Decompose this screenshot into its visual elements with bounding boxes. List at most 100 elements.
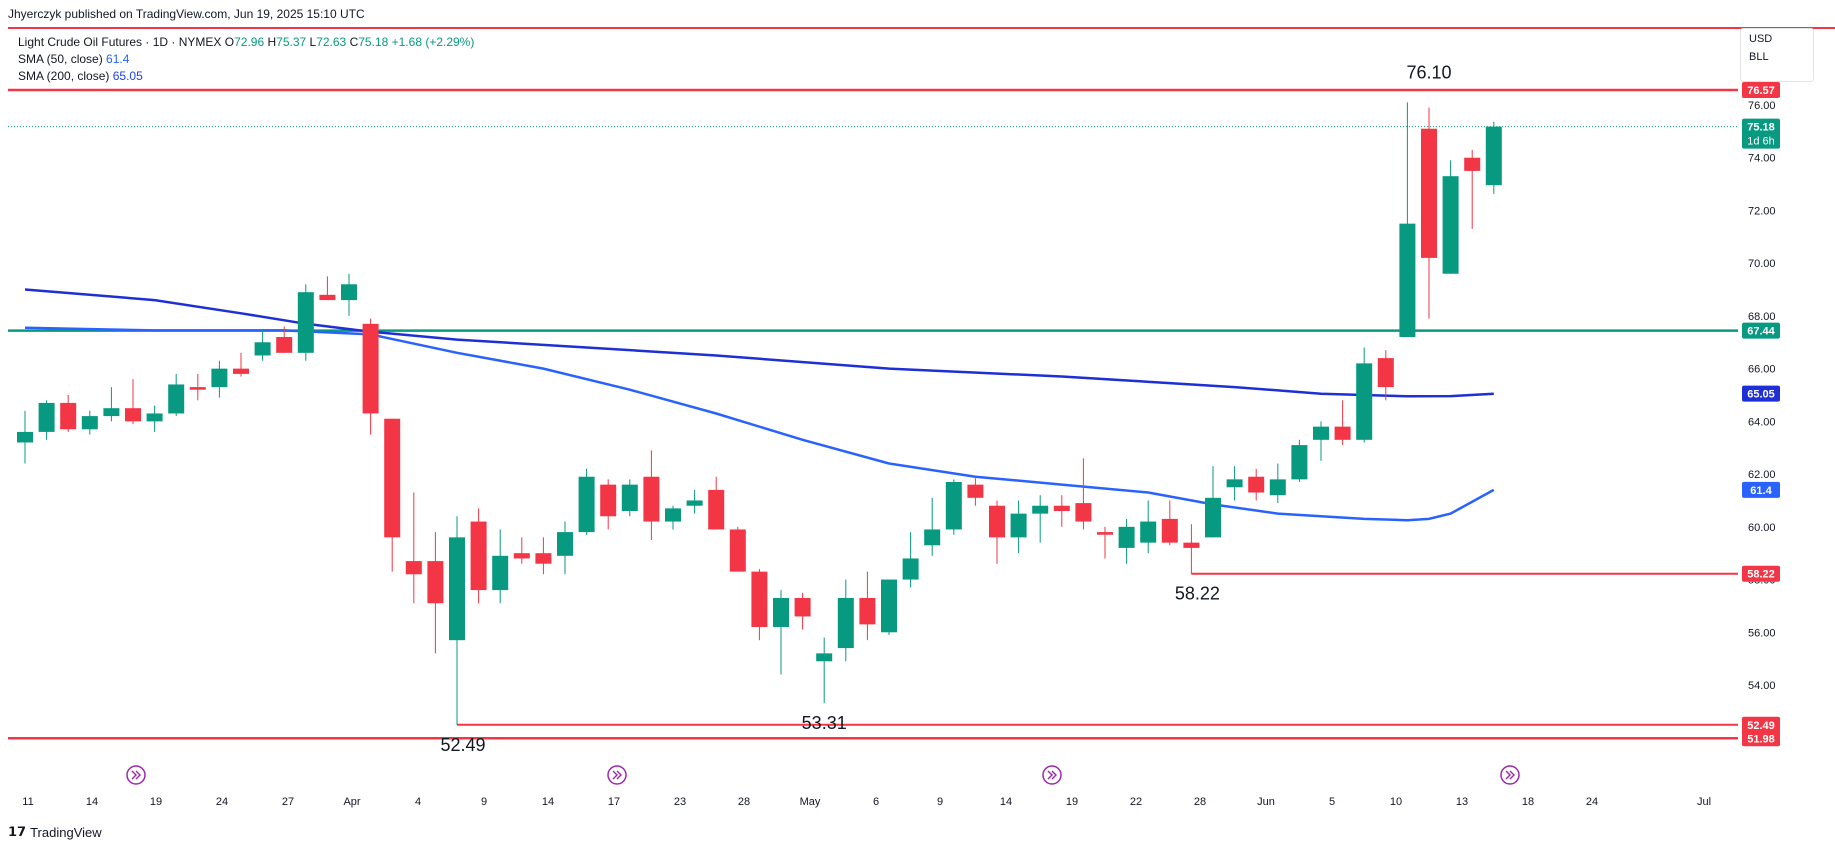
symbol-row[interactable]: Light Crude Oil Futures · 1D · NYMEX O72… <box>18 34 474 51</box>
event-marker-arrow <box>1047 770 1057 780</box>
candle-body <box>1183 542 1200 548</box>
candle <box>189 373 206 401</box>
candle <box>1183 524 1200 574</box>
candle-body <box>1075 503 1092 522</box>
candle <box>103 387 120 422</box>
candle <box>60 395 77 432</box>
event-marker-arrow <box>1505 770 1515 780</box>
currency-unit-box[interactable]: USD BLL <box>1740 28 1814 82</box>
x-tick-label: 24 <box>1586 796 1598 808</box>
candle <box>319 276 336 301</box>
x-tick-label: 23 <box>674 796 686 808</box>
currency-label: USD <box>1749 33 1773 45</box>
candle <box>1205 466 1221 538</box>
candle-body <box>794 598 811 617</box>
candle-body <box>341 284 357 301</box>
candle <box>967 476 984 506</box>
x-tick-label: 13 <box>1456 796 1468 808</box>
candle-body <box>384 418 401 538</box>
candle <box>168 373 185 417</box>
candle-body <box>189 387 206 390</box>
price-annotation: 53.31 <box>802 713 847 733</box>
x-tick-label: 18 <box>1522 796 1534 808</box>
candle-body <box>1421 128 1437 258</box>
candle-body <box>945 482 962 530</box>
level-tag: 76.57 <box>1747 85 1775 97</box>
y-tick-label: 76.00 <box>1748 100 1776 112</box>
x-tick-label: 10 <box>1390 796 1402 808</box>
candle-body <box>989 505 1005 538</box>
candle <box>513 537 530 564</box>
candle <box>146 405 163 432</box>
x-tick-label: 9 <box>481 796 487 808</box>
event-marker-circle <box>1042 765 1062 785</box>
y-tick-label: 74.00 <box>1748 153 1776 165</box>
candle-body <box>470 521 487 591</box>
event-marker-icon <box>1042 765 1062 785</box>
candle <box>1161 500 1178 546</box>
candle-body <box>665 508 681 522</box>
candle <box>1075 458 1092 530</box>
candle-body <box>837 598 854 649</box>
candle-body <box>1334 426 1351 440</box>
open-value: 72.96 <box>234 35 265 49</box>
sma200-row[interactable]: SMA (200, close) 65.05 <box>18 68 474 85</box>
x-tick-label: 24 <box>216 796 228 808</box>
candle <box>729 526 746 572</box>
y-tick-label: 66.00 <box>1748 364 1776 376</box>
candle-body <box>233 368 249 374</box>
candle-body <box>297 292 314 353</box>
level-tag-bg <box>1742 81 1780 98</box>
last-price-tag: 75.18 <box>1747 122 1775 134</box>
candle <box>1377 350 1394 401</box>
sma50-row[interactable]: SMA (50, close) 61.4 <box>18 51 474 68</box>
candle-body <box>125 408 141 422</box>
candle <box>837 579 854 662</box>
candle <box>1053 495 1070 527</box>
x-tick-label: 11 <box>22 796 33 808</box>
level-tag: 67.44 <box>1747 326 1775 338</box>
x-tick-label: 5 <box>1329 796 1335 808</box>
candle-body <box>405 561 422 575</box>
candle-body <box>600 484 617 517</box>
event-marker-circle <box>607 765 627 785</box>
candle <box>341 273 357 316</box>
sma200-tag: 65.05 <box>1747 389 1775 401</box>
candle-body <box>578 476 595 533</box>
y-tick-label: 68.00 <box>1748 311 1776 323</box>
candle-body <box>924 529 941 546</box>
candle <box>1032 495 1049 543</box>
price-annotation: 76.10 <box>1406 62 1451 82</box>
candle-body <box>1032 505 1049 514</box>
candle-body <box>1485 126 1502 186</box>
candle <box>643 450 660 540</box>
candle <box>81 410 98 435</box>
open-label: O <box>224 35 235 49</box>
candle-body <box>1161 518 1178 543</box>
footer-brand[interactable]: 𝟭𝟳 TradingView <box>8 824 102 840</box>
level-tag-bg <box>1742 730 1780 747</box>
candle-body <box>1053 505 1070 511</box>
event-marker-circle <box>1500 765 1520 785</box>
candle-body <box>1140 521 1157 543</box>
candle <box>600 479 617 530</box>
y-tick-label: 70.00 <box>1748 258 1776 270</box>
x-tick-label: May <box>800 796 821 808</box>
price-annotation: 52.49 <box>440 735 485 755</box>
candle-body <box>254 342 271 356</box>
candle <box>816 637 833 704</box>
x-tick-label: 28 <box>738 796 750 808</box>
candle-body <box>1118 526 1135 548</box>
candle <box>1356 347 1373 443</box>
event-marker-icon <box>126 765 146 785</box>
unit-label: BLL <box>1749 51 1769 63</box>
candle <box>276 326 293 353</box>
symbol-name: Light Crude Oil Futures · 1D · NYMEX <box>18 35 222 49</box>
candle-body <box>1313 426 1329 440</box>
level-tag: 58.22 <box>1747 569 1775 581</box>
candle <box>1464 149 1481 229</box>
candle <box>449 516 465 725</box>
y-tick-label: 64.00 <box>1748 416 1776 428</box>
candle <box>405 492 422 604</box>
